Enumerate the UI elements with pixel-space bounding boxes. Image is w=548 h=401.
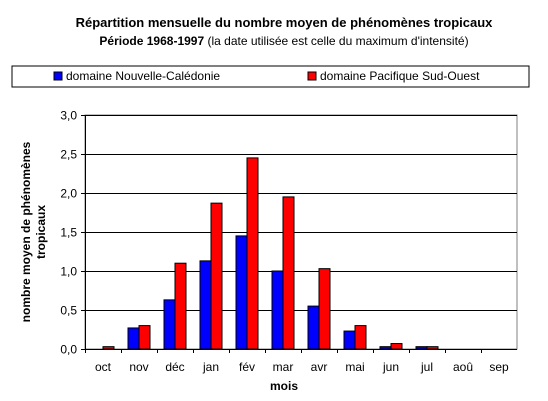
bar-jan-pacifique-sud-ouest [210,202,223,350]
bar-mai-nouvelle-caledonie [343,330,356,350]
bar-jul-pacifique-sud-ouest [426,346,439,350]
bar-déc-pacifique-sud-ouest [174,262,187,350]
chart-subtitle-period: Période 1968-1997 [99,34,204,48]
bar-jun-pacifique-sud-ouest [390,343,403,350]
x-tick-label: déc [165,360,184,374]
y-tick-label: 2,0 [60,187,77,201]
plot-area: 0,0 0,5 1,0 1,5 2,0 2,5 3,0 oct nov déc jan fév mar a… [60,109,518,374]
bar-jan-nouvelle-caledonie [199,260,212,350]
bar-avr-pacifique-sud-ouest [318,268,331,350]
x-tick-label: jun [382,360,399,374]
legend-swatch [307,71,317,81]
y-axis-title-line1: nombre moyen de phénomènes [19,141,33,322]
bar-mai-pacifique-sud-ouest [354,325,367,350]
legend-swatch [53,71,63,81]
y-tick-label: 0,0 [60,343,77,357]
legend-box [11,65,530,88]
bar-mar-pacifique-sud-ouest [282,196,295,350]
legend-label: domaine Pacifique Sud-Ouest [320,69,480,83]
x-tick-label: mar [273,360,294,374]
x-tick-label: fév [239,360,255,374]
x-axis-title: mois [270,379,298,393]
x-tick-label: nov [129,360,148,374]
legend-label: domaine Nouvelle-Calédonie [66,69,220,83]
chart-subtitle-note: (la date utilisée est celle du maximum d… [204,34,468,48]
y-axis-title-line2: tropicaux [34,205,48,259]
chart-title: Répartition mensuelle du nombre moyen de… [76,15,494,30]
bar-avr-nouvelle-caledonie [307,305,320,350]
x-tick-label: oct [95,360,112,374]
bar-oct-pacifique-sud-ouest [102,346,115,350]
y-tick-label: 1,0 [60,265,77,279]
y-tick-label: 2,5 [60,148,77,162]
bar-fév-pacifique-sud-ouest [246,157,259,350]
bar-jul-nouvelle-caledonie [415,346,428,350]
x-tick-label: jan [202,360,219,374]
bar-jun-nouvelle-caledonie [379,346,392,350]
bar-nov-pacifique-sud-ouest [138,325,151,350]
y-tick-label: 1,5 [60,226,77,240]
bar-mar-nouvelle-caledonie [271,270,284,350]
x-tick-label: jul [420,360,433,374]
x-tick-label: mai [345,360,364,374]
legend: domaine Nouvelle-Calédonie domaine Pacifi… [11,65,530,88]
bar-nov-nouvelle-caledonie [127,327,140,350]
bar-fév-nouvelle-caledonie [235,235,248,350]
x-tick-label: sep [489,360,509,374]
bar-déc-nouvelle-caledonie [163,299,176,350]
y-tick-label: 0,5 [60,304,77,318]
x-tick-label: aoû [453,360,473,374]
chart-subtitle: Période 1968-1997 (la date utilisée est … [99,34,468,48]
y-tick-label: 3,0 [60,109,77,123]
x-tick-label: avr [311,360,328,374]
